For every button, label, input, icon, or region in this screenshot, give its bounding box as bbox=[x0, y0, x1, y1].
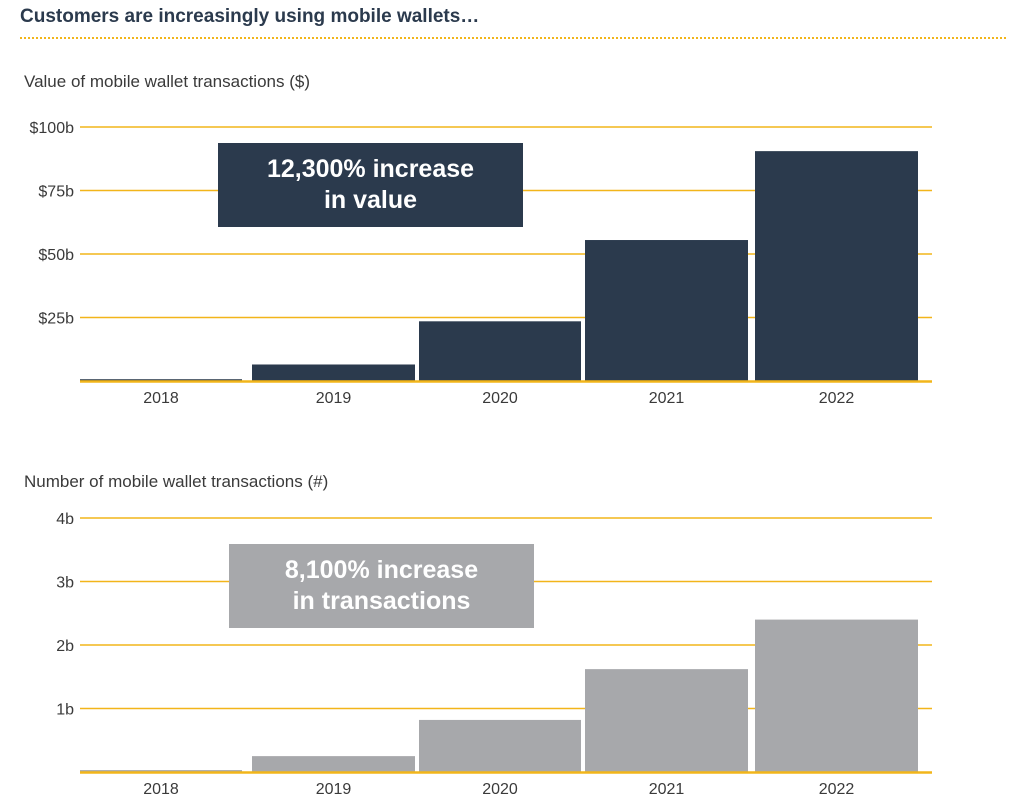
value-bar-chart: Value of mobile wallet transactions ($) $… bbox=[24, 72, 932, 405]
x-tick-label: 2021 bbox=[649, 390, 685, 405]
bar-2020 bbox=[419, 719, 581, 772]
x-tick-label: 2021 bbox=[649, 781, 685, 798]
chart-title: Value of mobile wallet transactions ($) bbox=[24, 72, 310, 91]
x-tick-label: 2022 bbox=[819, 390, 855, 405]
count-increase-callout: 8,100% increase in transactions bbox=[229, 544, 534, 628]
y-tick-label: $50b bbox=[38, 247, 74, 264]
value-increase-callout: 12,300% increase in value bbox=[218, 143, 523, 227]
bar-2021 bbox=[585, 669, 748, 772]
bar-2022 bbox=[755, 619, 918, 772]
x-tick-label: 2020 bbox=[482, 390, 518, 405]
bar-2018 bbox=[80, 770, 242, 772]
chart-title: Number of mobile wallet transactions (#) bbox=[24, 472, 328, 491]
y-tick-label: 3b bbox=[56, 575, 74, 592]
bar-2019 bbox=[252, 756, 415, 772]
x-tick-label: 2020 bbox=[482, 781, 518, 798]
bar-2022 bbox=[755, 151, 918, 381]
y-tick-label: $25b bbox=[38, 311, 74, 328]
count-bar-chart: Number of mobile wallet transactions (#)… bbox=[24, 472, 932, 798]
y-tick-label: 4b bbox=[56, 511, 74, 528]
y-tick-label: $100b bbox=[30, 120, 75, 137]
x-tick-label: 2019 bbox=[316, 390, 352, 405]
page-title: Customers are increasingly using mobile … bbox=[20, 6, 480, 27]
bar-2019 bbox=[252, 364, 415, 381]
x-tick-label: 2018 bbox=[143, 781, 179, 798]
x-tick-label: 2018 bbox=[143, 390, 179, 405]
bar-2020 bbox=[419, 321, 581, 381]
x-tick-label: 2022 bbox=[819, 781, 855, 798]
y-tick-label: 2b bbox=[56, 638, 74, 655]
bar-2021 bbox=[585, 240, 748, 381]
y-tick-label: 1b bbox=[56, 702, 74, 719]
bar-2018 bbox=[80, 379, 242, 381]
dotted-divider bbox=[20, 37, 1006, 39]
y-tick-label: $75b bbox=[38, 184, 74, 201]
x-tick-label: 2019 bbox=[316, 781, 352, 798]
